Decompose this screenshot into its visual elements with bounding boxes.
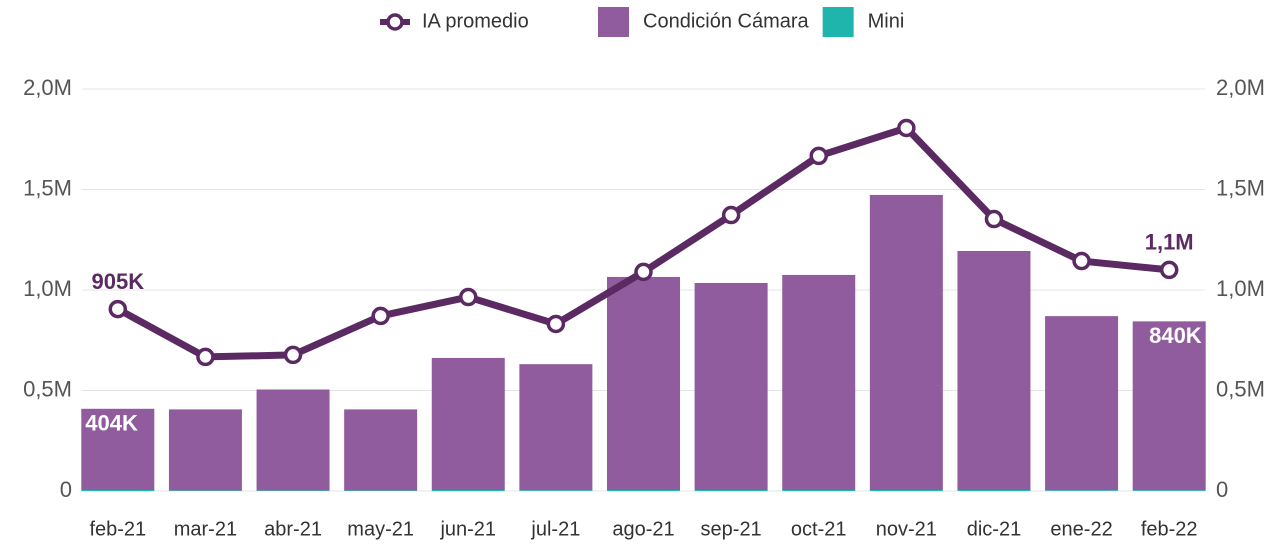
bar: [782, 274, 856, 490]
y2-tick-label: 0: [1216, 477, 1228, 502]
bar: [1132, 321, 1206, 491]
y-tick-label: 1,5M: [23, 175, 72, 200]
bar: [344, 409, 418, 491]
y2-tick-label: 0,5M: [1216, 376, 1265, 401]
x-tick-label: ago-21: [612, 518, 674, 540]
y-tick-label: 1,0M: [23, 276, 72, 301]
legend-marker: [386, 13, 404, 31]
bar: [431, 489, 505, 491]
bar: [519, 364, 593, 491]
legend-label: IA promedio: [422, 10, 529, 32]
bar: [607, 489, 680, 491]
bar: [519, 490, 593, 491]
x-tick-label: oct-21: [791, 518, 847, 540]
y2-tick-label: 2,0M: [1216, 75, 1265, 100]
x-tick-label: may-21: [347, 518, 414, 540]
x-tick-label: abr-21: [264, 518, 322, 540]
line-point: [1159, 260, 1179, 280]
x-tick-label: ene-22: [1050, 518, 1112, 540]
line-point: [108, 299, 128, 319]
y2-tick-label: 1,0M: [1216, 276, 1265, 301]
x-tick-label: dic-21: [967, 518, 1021, 540]
bar: [1045, 316, 1119, 491]
bar: [957, 251, 1031, 490]
line-point: [721, 205, 741, 225]
line-point: [897, 118, 916, 138]
bar: [869, 489, 943, 491]
line-point: [634, 262, 653, 282]
bar: [957, 489, 1031, 491]
line-point: [196, 347, 215, 367]
x-tick-label: jun-21: [439, 518, 496, 540]
bar: [782, 489, 856, 491]
bar: [869, 194, 943, 490]
x-tick-label: nov-21: [876, 518, 937, 540]
bar: [81, 408, 155, 490]
legend-label: Mini: [868, 10, 905, 32]
bar: [1132, 490, 1206, 491]
line-value-label: 905K: [92, 269, 145, 294]
bar: [1045, 490, 1119, 491]
x-tick-label: feb-21: [89, 518, 146, 540]
line-point: [809, 146, 828, 166]
x-tick-label: mar-21: [174, 518, 237, 540]
x-tick-label: feb-22: [1141, 518, 1198, 540]
line-point: [371, 306, 390, 326]
y-tick-label: 0,5M: [23, 376, 72, 401]
bar: [168, 490, 242, 491]
bar: [256, 389, 330, 491]
bar: [694, 489, 768, 491]
bar-value-label: 404K: [85, 411, 138, 436]
bar: [344, 490, 418, 491]
line-point: [1072, 251, 1091, 271]
bar: [607, 276, 680, 490]
y2-tick-label: 1,5M: [1216, 175, 1265, 200]
line-point: [283, 345, 303, 365]
x-tick-label: sep-21: [701, 518, 762, 540]
bar-value-label: 840K: [1149, 323, 1202, 348]
y-tick-label: 0: [60, 477, 72, 502]
line-point: [984, 209, 1004, 229]
bar: [168, 409, 242, 491]
line-point: [459, 287, 478, 307]
x-tick-label: jul-21: [530, 518, 580, 540]
legend-swatch: [598, 7, 629, 37]
line-point: [546, 314, 566, 334]
y-tick-label: 2,0M: [23, 75, 72, 100]
legend-label: Condición Cámara: [643, 10, 810, 32]
bar: [431, 357, 505, 490]
bar: [256, 490, 330, 491]
line-value-label: 1,1M: [1145, 230, 1194, 255]
legend-swatch: [822, 7, 854, 37]
bar: [694, 282, 768, 490]
bar: [81, 489, 155, 491]
